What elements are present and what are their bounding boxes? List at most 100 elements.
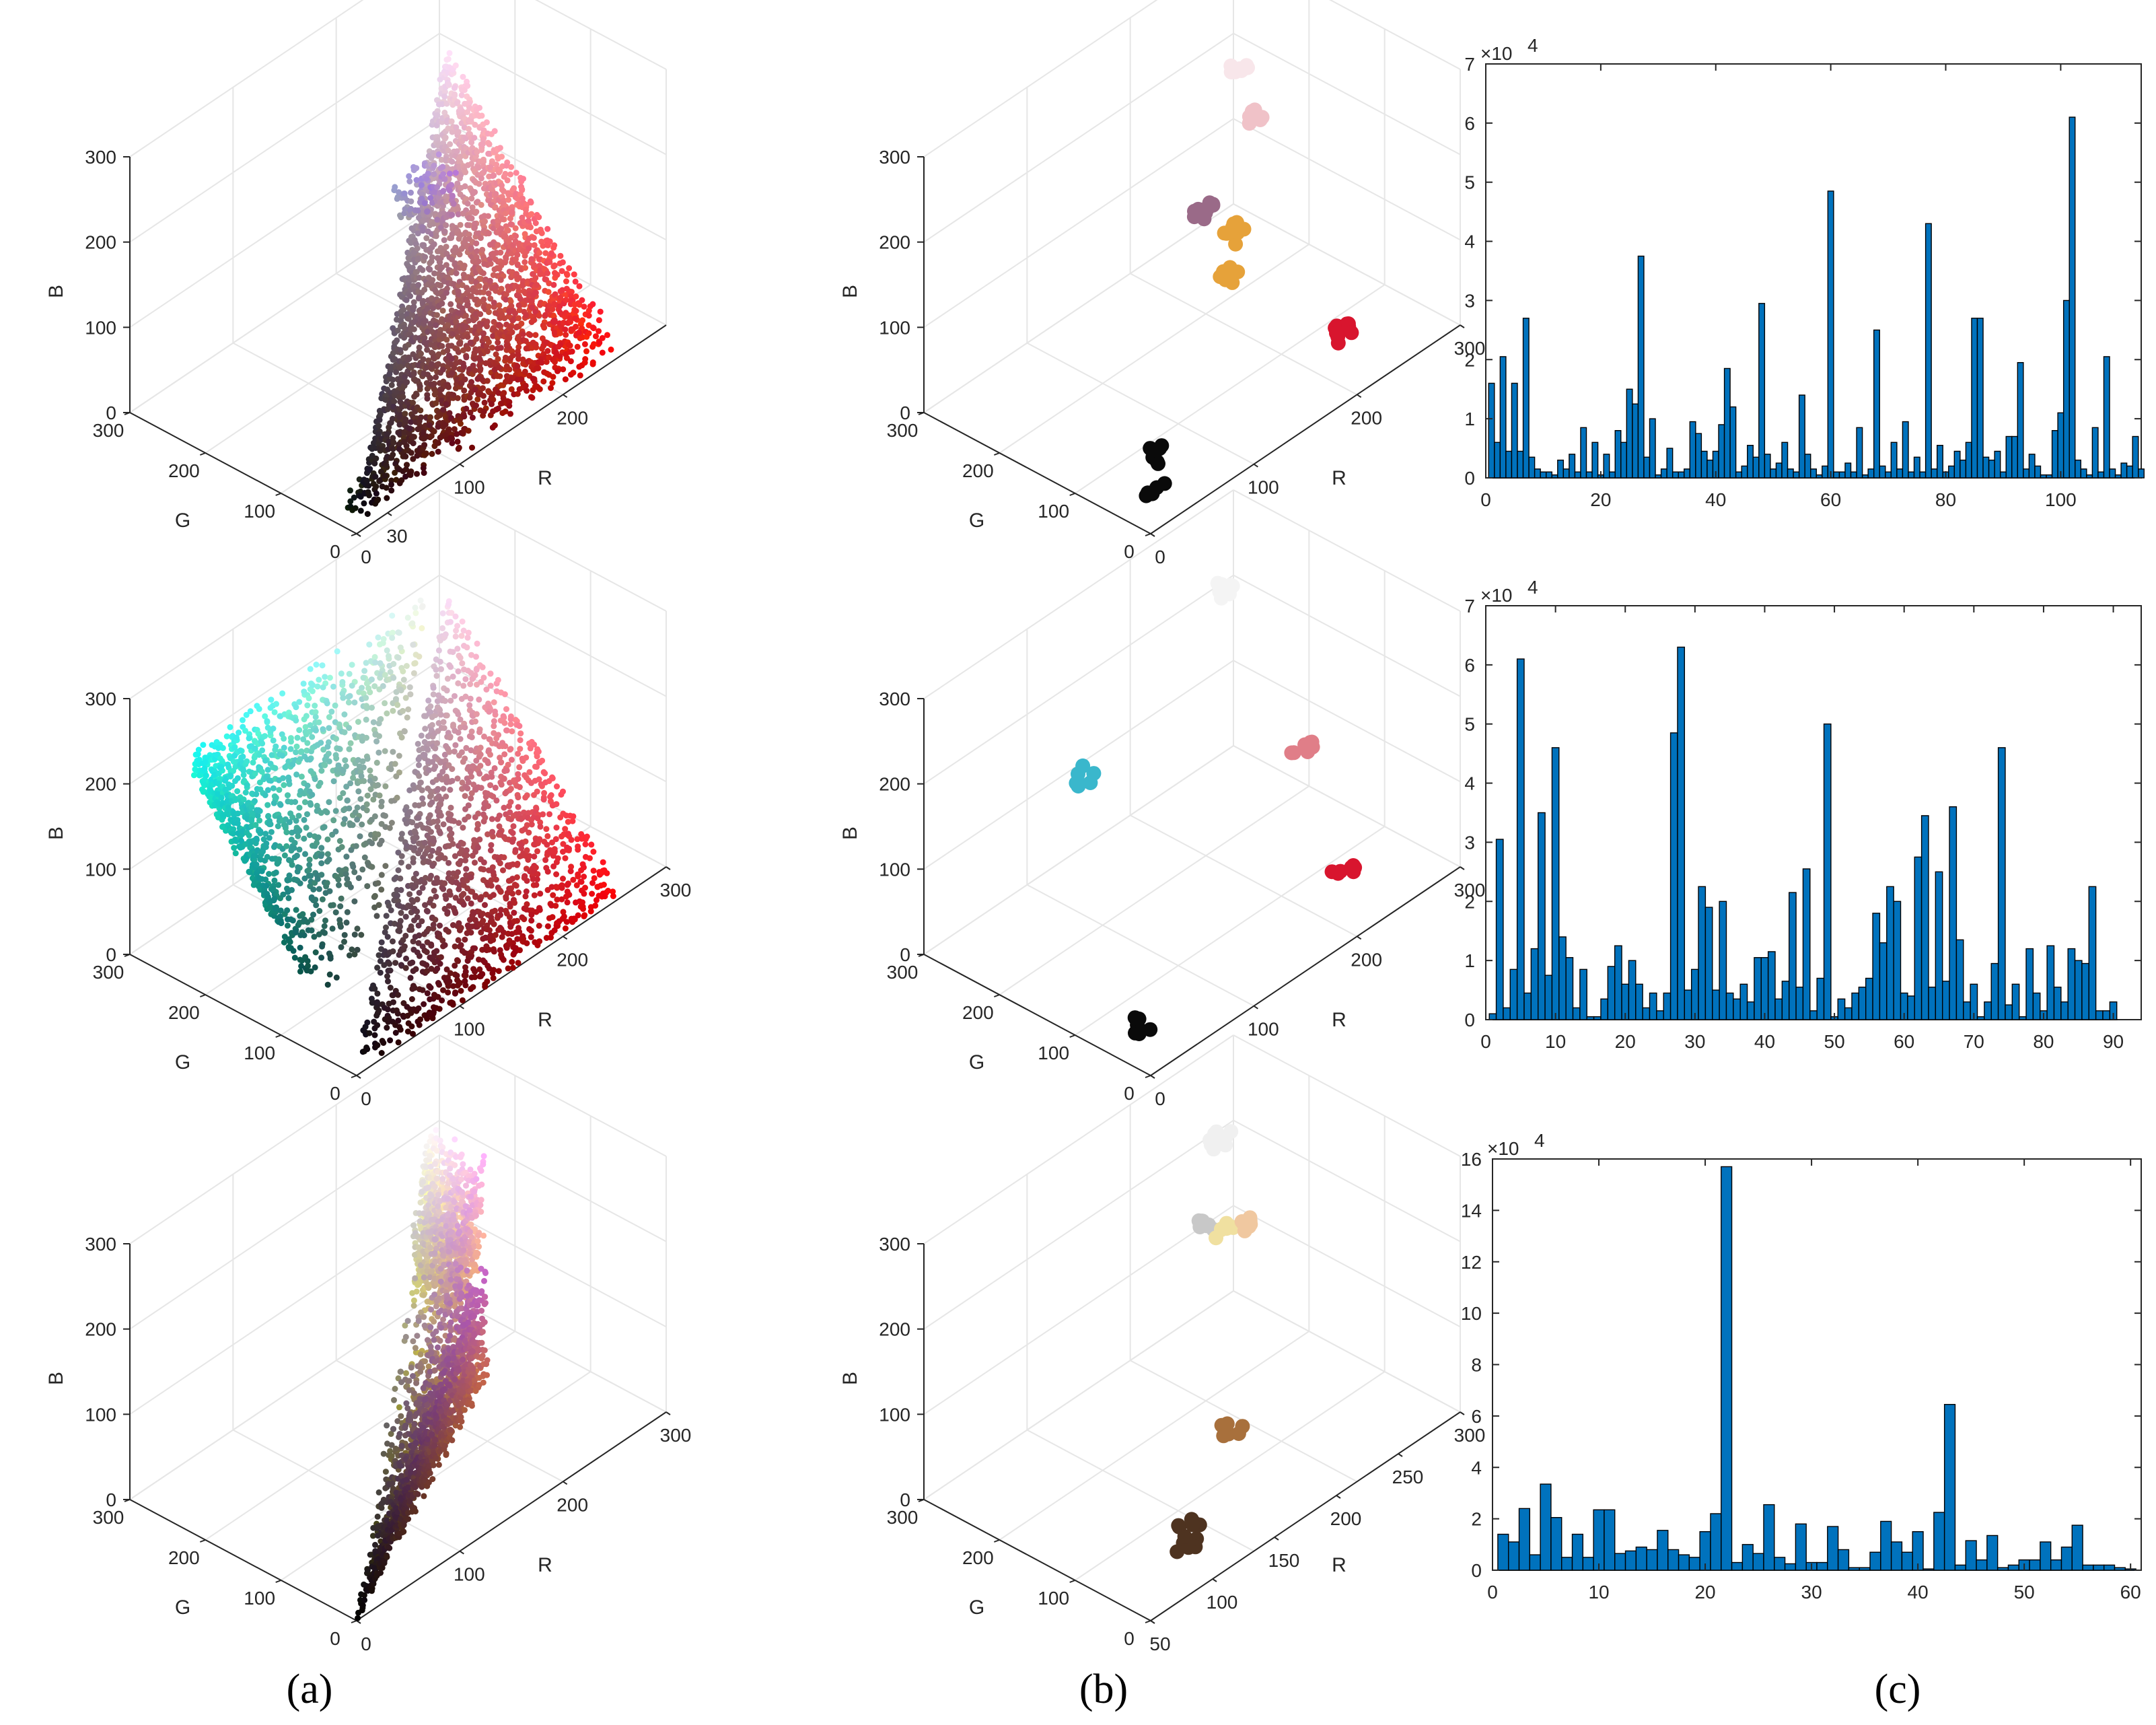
data-point: [489, 773, 495, 780]
data-point: [477, 744, 484, 751]
data-point: [447, 891, 454, 898]
data-point: [485, 304, 492, 310]
data-point: [408, 419, 415, 425]
data-point: [465, 629, 472, 636]
data-point: [433, 322, 439, 328]
data-point: [492, 708, 498, 715]
data-point: [227, 724, 233, 730]
data-point: [263, 882, 270, 889]
data-point: [287, 746, 294, 752]
data-point: [203, 759, 209, 766]
data-point: [371, 892, 378, 899]
bar: [1885, 471, 1892, 479]
data-point: [299, 911, 306, 917]
data-point: [378, 872, 385, 878]
data-point: [390, 938, 396, 945]
data-point: [531, 317, 538, 323]
data-point: [327, 955, 334, 962]
data-point: [455, 668, 462, 674]
r-axis: [1150, 324, 1461, 534]
data-point: [463, 323, 469, 330]
bar: [1976, 318, 1984, 479]
data-point: [476, 356, 483, 363]
cluster-point: [1151, 456, 1165, 471]
data-point: [593, 333, 599, 340]
bar: [1931, 468, 1938, 479]
data-point: [563, 332, 569, 338]
data-point: [573, 293, 579, 300]
b-tick-label: 200: [85, 774, 116, 795]
data-point: [375, 880, 382, 886]
data-point: [503, 255, 509, 262]
data-point: [485, 213, 491, 219]
data-point: [570, 369, 577, 376]
bar: [1838, 471, 1846, 479]
data-point: [410, 304, 417, 310]
bar: [1873, 329, 1880, 479]
data-point: [304, 740, 311, 746]
data-point: [296, 727, 303, 734]
bar: [1591, 442, 1599, 479]
data-point: [475, 810, 482, 817]
data-point: [262, 733, 268, 740]
data-point: [375, 423, 382, 429]
data-point: [371, 813, 378, 820]
r-tick: [563, 394, 568, 398]
bar: [1620, 442, 1628, 479]
data-point: [457, 341, 464, 347]
data-point: [477, 751, 484, 758]
data-point: [248, 816, 255, 823]
cluster-centers: [1139, 58, 1359, 503]
data-point: [390, 452, 396, 458]
data-point: [443, 712, 450, 719]
data-point: [467, 695, 474, 702]
cluster-point: [1232, 61, 1248, 77]
data-point: [596, 328, 602, 335]
data-point: [264, 787, 271, 794]
data-point: [420, 356, 427, 363]
data-point: [410, 370, 417, 377]
data-point: [429, 254, 435, 260]
g-tick: [1069, 493, 1076, 496]
data-point: [240, 717, 246, 724]
data-point: [441, 880, 448, 886]
data-point: [438, 666, 444, 672]
data-point: [389, 635, 396, 641]
data-point: [271, 709, 278, 715]
data-point: [354, 946, 361, 953]
data-point: [256, 705, 262, 712]
data-point: [439, 308, 446, 314]
data-point: [434, 740, 440, 746]
data-point: [454, 775, 461, 782]
data-point: [366, 492, 372, 499]
data-point: [335, 876, 342, 883]
data-point: [322, 917, 328, 924]
data-point: [347, 884, 354, 890]
data-point: [361, 668, 368, 674]
data-point: [382, 863, 389, 870]
data-point: [466, 100, 473, 106]
bar: [1643, 456, 1651, 479]
data-point: [390, 629, 396, 636]
data-point: [386, 824, 393, 831]
data-point: [401, 374, 408, 380]
data-point: [329, 925, 336, 932]
data-point: [266, 835, 273, 841]
data-point: [290, 948, 297, 954]
bar: [1948, 465, 1955, 479]
bar: [2017, 361, 2024, 479]
data-point: [371, 1032, 378, 1038]
data-point: [376, 733, 382, 740]
data-point: [403, 663, 410, 669]
data-point: [544, 270, 550, 277]
data-point: [392, 761, 398, 767]
data-point: [410, 433, 416, 440]
data-point: [318, 860, 325, 867]
x-tick-label: 40: [1705, 489, 1726, 510]
data-point: [411, 845, 418, 851]
data-point: [316, 886, 322, 892]
data-point: [390, 999, 396, 1006]
data-point: [461, 387, 468, 394]
data-point: [473, 209, 480, 215]
data-point: [346, 805, 353, 812]
